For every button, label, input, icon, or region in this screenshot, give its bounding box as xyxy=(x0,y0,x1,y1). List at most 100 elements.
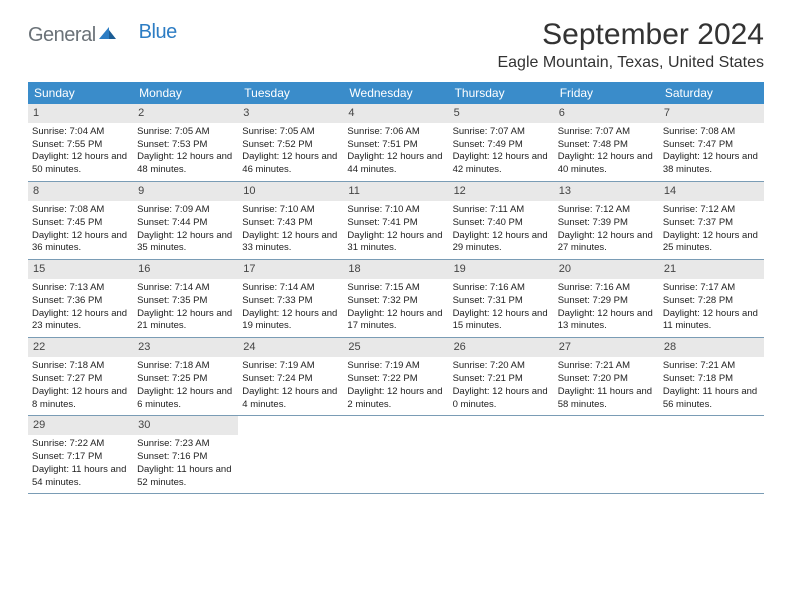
day-details: Sunrise: 7:05 AMSunset: 7:53 PMDaylight:… xyxy=(133,125,238,181)
day-cell: 30Sunrise: 7:23 AMSunset: 7:16 PMDayligh… xyxy=(133,416,238,493)
day-cell: 3Sunrise: 7:05 AMSunset: 7:52 PMDaylight… xyxy=(238,104,343,181)
day-details: Sunrise: 7:08 AMSunset: 7:45 PMDaylight:… xyxy=(28,203,133,259)
sunrise-line: Sunrise: 7:05 AM xyxy=(137,126,234,139)
sunset-line: Sunset: 7:29 PM xyxy=(558,295,655,308)
sunrise-line: Sunrise: 7:19 AM xyxy=(347,360,444,373)
day-number: 3 xyxy=(238,104,343,123)
day-details: Sunrise: 7:21 AMSunset: 7:20 PMDaylight:… xyxy=(554,359,659,415)
day-number: 17 xyxy=(238,260,343,279)
day-cell: 11Sunrise: 7:10 AMSunset: 7:41 PMDayligh… xyxy=(343,182,448,259)
day-cell: 9 Sunrise: 7:09 AMSunset: 7:44 PMDaylight… xyxy=(133,182,238,259)
brand-part1: General xyxy=(28,24,96,46)
calendar-week: 29Sunrise: 7:22 AMSunset: 7:17 PMDayligh… xyxy=(28,416,764,494)
daylight-line: Daylight: 12 hours and 40 minutes. xyxy=(558,151,655,177)
sunset-line: Sunset: 7:47 PM xyxy=(663,139,760,152)
day-cell: 5Sunrise: 7:07 AMSunset: 7:49 PMDaylight… xyxy=(449,104,554,181)
day-details: Sunrise: 7:14 AMSunset: 7:35 PMDaylight:… xyxy=(133,281,238,337)
brand-flag-icon xyxy=(99,27,117,46)
calendar-week: 1Sunrise: 7:04 AMSunset: 7:55 PMDaylight… xyxy=(28,104,764,182)
daylight-line: Daylight: 12 hours and 13 minutes. xyxy=(558,308,655,334)
sunrise-line: Sunrise: 7:14 AM xyxy=(137,282,234,295)
daylight-line: Daylight: 11 hours and 56 minutes. xyxy=(663,386,760,412)
sunset-line: Sunset: 7:22 PM xyxy=(347,373,444,386)
brand-part2: Blue xyxy=(139,21,177,44)
sunrise-line: Sunrise: 7:18 AM xyxy=(32,360,129,373)
day-details: Sunrise: 7:17 AMSunset: 7:28 PMDaylight:… xyxy=(659,281,764,337)
sunrise-line: Sunrise: 7:22 AM xyxy=(32,438,129,451)
daylight-line: Daylight: 11 hours and 52 minutes. xyxy=(137,464,234,490)
day-cell: 18 Sunrise: 7:15 AMSunset: 7:32 PMDayligh… xyxy=(343,260,448,337)
daylight-line: Daylight: 12 hours and 27 minutes. xyxy=(558,230,655,256)
sunset-line: Sunset: 7:55 PM xyxy=(32,139,129,152)
daylight-line: Daylight: 12 hours and 19 minutes. xyxy=(242,308,339,334)
sunset-line: Sunset: 7:53 PM xyxy=(137,139,234,152)
sunset-line: Sunset: 7:32 PM xyxy=(347,295,444,308)
weekday-header: Tuesday xyxy=(238,82,343,104)
day-details: Sunrise: 7:07 AMSunset: 7:48 PMDaylight:… xyxy=(554,125,659,181)
day-number: 9 xyxy=(133,182,238,201)
day-details: Sunrise: 7:13 AMSunset: 7:36 PMDaylight:… xyxy=(28,281,133,337)
day-details: Sunrise: 7:12 AMSunset: 7:39 PMDaylight:… xyxy=(554,203,659,259)
calendar: SundayMondayTuesdayWednesdayThursdayFrid… xyxy=(28,82,764,494)
day-details: Sunrise: 7:06 AMSunset: 7:51 PMDaylight:… xyxy=(343,125,448,181)
sunset-line: Sunset: 7:24 PM xyxy=(242,373,339,386)
day-cell: 4Sunrise: 7:06 AMSunset: 7:51 PMDaylight… xyxy=(343,104,448,181)
weekday-header: Wednesday xyxy=(343,82,448,104)
sunset-line: Sunset: 7:41 PM xyxy=(347,217,444,230)
day-details: Sunrise: 7:23 AMSunset: 7:16 PMDaylight:… xyxy=(133,437,238,493)
day-cell: 29Sunrise: 7:22 AMSunset: 7:17 PMDayligh… xyxy=(28,416,133,493)
day-details: Sunrise: 7:12 AMSunset: 7:37 PMDaylight:… xyxy=(659,203,764,259)
daylight-line: Daylight: 12 hours and 38 minutes. xyxy=(663,151,760,177)
sunset-line: Sunset: 7:52 PM xyxy=(242,139,339,152)
day-number: 8 xyxy=(28,182,133,201)
sunrise-line: Sunrise: 7:04 AM xyxy=(32,126,129,139)
sunrise-line: Sunrise: 7:19 AM xyxy=(242,360,339,373)
day-details: Sunrise: 7:22 AMSunset: 7:17 PMDaylight:… xyxy=(28,437,133,493)
weekday-header: Monday xyxy=(133,82,238,104)
day-details: Sunrise: 7:04 AMSunset: 7:55 PMDaylight:… xyxy=(28,125,133,181)
day-details: Sunrise: 7:07 AMSunset: 7:49 PMDaylight:… xyxy=(449,125,554,181)
location-text: Eagle Mountain, Texas, United States xyxy=(497,54,764,72)
sunset-line: Sunset: 7:40 PM xyxy=(453,217,550,230)
sunset-line: Sunset: 7:45 PM xyxy=(32,217,129,230)
day-number: 7 xyxy=(659,104,764,123)
daylight-line: Daylight: 12 hours and 2 minutes. xyxy=(347,386,444,412)
calendar-week: 15 Sunrise: 7:13 AMSunset: 7:36 PMDayligh… xyxy=(28,260,764,338)
day-number: 18 xyxy=(343,260,448,279)
weekday-header-row: SundayMondayTuesdayWednesdayThursdayFrid… xyxy=(28,82,764,104)
sunset-line: Sunset: 7:16 PM xyxy=(137,451,234,464)
day-cell: 25Sunrise: 7:19 AMSunset: 7:22 PMDayligh… xyxy=(343,338,448,415)
day-cell: 24Sunrise: 7:19 AMSunset: 7:24 PMDayligh… xyxy=(238,338,343,415)
title-block: September 2024 Eagle Mountain, Texas, Un… xyxy=(497,18,764,72)
daylight-line: Daylight: 12 hours and 44 minutes. xyxy=(347,151,444,177)
day-cell: 16 Sunrise: 7:14 AMSunset: 7:35 PMDayligh… xyxy=(133,260,238,337)
sunrise-line: Sunrise: 7:07 AM xyxy=(453,126,550,139)
daylight-line: Daylight: 12 hours and 25 minutes. xyxy=(663,230,760,256)
daylight-line: Daylight: 12 hours and 0 minutes. xyxy=(453,386,550,412)
day-number: 14 xyxy=(659,182,764,201)
daylight-line: Daylight: 12 hours and 23 minutes. xyxy=(32,308,129,334)
day-cell xyxy=(343,416,448,493)
day-number: 16 xyxy=(133,260,238,279)
day-number: 1 xyxy=(28,104,133,123)
day-details: Sunrise: 7:16 AMSunset: 7:31 PMDaylight:… xyxy=(449,281,554,337)
day-details: Sunrise: 7:15 AMSunset: 7:32 PMDaylight:… xyxy=(343,281,448,337)
sunrise-line: Sunrise: 7:10 AM xyxy=(242,204,339,217)
sunset-line: Sunset: 7:37 PM xyxy=(663,217,760,230)
sunset-line: Sunset: 7:48 PM xyxy=(558,139,655,152)
day-cell: 27Sunrise: 7:21 AMSunset: 7:20 PMDayligh… xyxy=(554,338,659,415)
sunrise-line: Sunrise: 7:08 AM xyxy=(32,204,129,217)
day-number: 15 xyxy=(28,260,133,279)
day-cell: 22Sunrise: 7:18 AMSunset: 7:27 PMDayligh… xyxy=(28,338,133,415)
day-number: 21 xyxy=(659,260,764,279)
daylight-line: Daylight: 12 hours and 17 minutes. xyxy=(347,308,444,334)
day-cell: 6Sunrise: 7:07 AMSunset: 7:48 PMDaylight… xyxy=(554,104,659,181)
day-cell: 26Sunrise: 7:20 AMSunset: 7:21 PMDayligh… xyxy=(449,338,554,415)
daylight-line: Daylight: 12 hours and 8 minutes. xyxy=(32,386,129,412)
sunrise-line: Sunrise: 7:12 AM xyxy=(558,204,655,217)
day-cell: 17Sunrise: 7:14 AMSunset: 7:33 PMDayligh… xyxy=(238,260,343,337)
daylight-line: Daylight: 12 hours and 36 minutes. xyxy=(32,230,129,256)
day-cell: 20Sunrise: 7:16 AMSunset: 7:29 PMDayligh… xyxy=(554,260,659,337)
day-details: Sunrise: 7:09 AMSunset: 7:44 PMDaylight:… xyxy=(133,203,238,259)
calendar-week: 8Sunrise: 7:08 AMSunset: 7:45 PMDaylight… xyxy=(28,182,764,260)
